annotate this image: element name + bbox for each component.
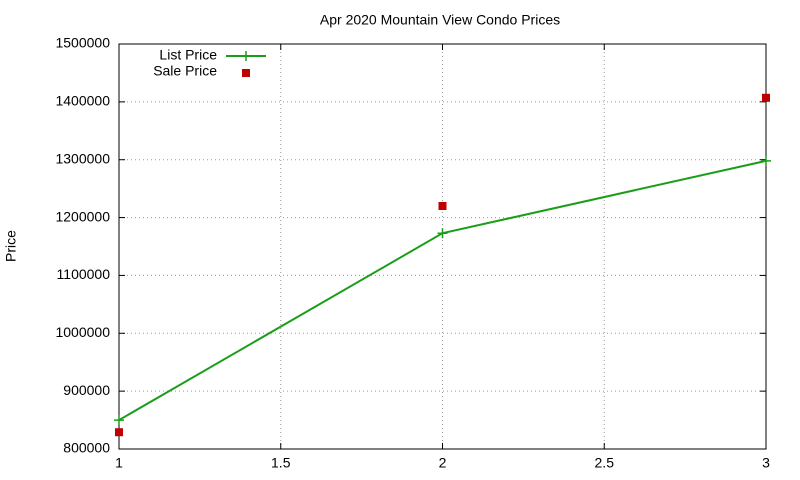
legend-label: Sale Price (153, 63, 217, 79)
x-tick-label: 1 (115, 455, 123, 471)
y-tick-label: 900000 (63, 382, 110, 398)
chart-title: Apr 2020 Mountain View Condo Prices (320, 12, 560, 28)
y-tick-label: 1300000 (55, 150, 110, 166)
x-tick-label: 2 (439, 455, 447, 471)
data-point (437, 228, 448, 239)
y-tick-label: 800000 (63, 440, 110, 456)
legend-marker (241, 51, 251, 61)
y-tick-label: 1200000 (55, 208, 110, 224)
x-tick-label: 1.5 (271, 455, 291, 471)
y-tick-label: 1400000 (55, 93, 110, 109)
data-point (762, 93, 770, 102)
legend-label: List Price (159, 47, 217, 63)
y-axis-label: Price (3, 230, 19, 262)
data-point (115, 428, 123, 437)
y-tick-label: 1100000 (57, 266, 111, 282)
y-tick-label: 1000000 (55, 324, 110, 340)
plot-border (118, 43, 767, 450)
legend-marker (242, 69, 250, 77)
y-tick-label: 1500000 (55, 35, 110, 51)
series-line (118, 159, 767, 421)
data-point (114, 415, 124, 426)
data-point (761, 155, 771, 166)
x-tick-label: 3 (762, 455, 770, 471)
x-tick-label: 2.5 (595, 455, 615, 471)
data-point (438, 202, 447, 210)
